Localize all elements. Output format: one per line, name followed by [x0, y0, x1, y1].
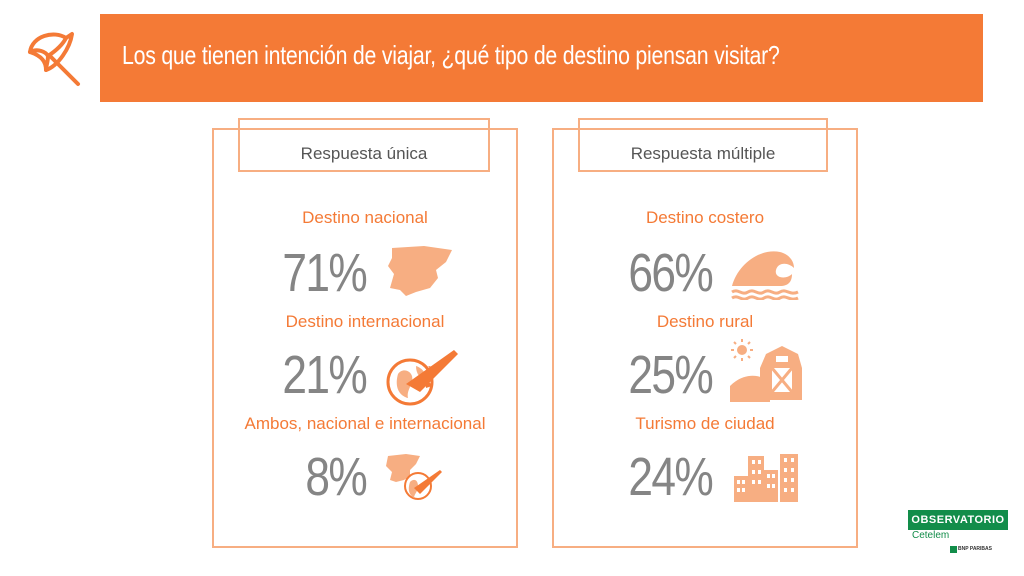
- spain-map-and-globe-icon: [386, 454, 442, 500]
- item-label: Ambos, nacional e internacional: [244, 414, 486, 433]
- panel-label: Respuesta única: [300, 144, 428, 163]
- header-bar: Los que tienen intención de viajar, ¿qué…: [100, 14, 983, 102]
- panel-label-deco: [238, 118, 490, 130]
- logo-sub: Cetelem: [912, 530, 950, 541]
- item-percent: 25%: [628, 345, 713, 405]
- umbrella-icon: [28, 32, 80, 86]
- item-percent: 66%: [628, 243, 713, 303]
- globe-plane-icon: [386, 350, 458, 406]
- item-percent: 71%: [282, 243, 367, 303]
- city-buildings-icon: [734, 454, 798, 502]
- item-percent: 21%: [282, 345, 367, 405]
- item-label: Destino internacional: [285, 312, 445, 331]
- item-turismo-ciudad: Turismo de ciudad 24%: [552, 414, 858, 514]
- item-label: Destino nacional: [302, 208, 428, 227]
- spain-map-icon: [388, 246, 452, 296]
- item-label: Destino rural: [656, 312, 754, 331]
- wave-icon: [731, 251, 799, 300]
- panel-label-deco: [578, 118, 828, 130]
- item-destino-costero: Destino costero 66%: [552, 208, 858, 308]
- logo-bank: BNP PARIBAS: [958, 546, 992, 552]
- bnp-mark-icon: [950, 546, 957, 553]
- item-ambos: Ambos, nacional e internacional 8%: [212, 414, 518, 514]
- panel-label-box: Respuesta múltiple: [578, 128, 828, 172]
- barn-sun-icon: [730, 339, 802, 402]
- item-label: Turismo de ciudad: [635, 414, 775, 433]
- item-destino-nacional: Destino nacional 71%: [212, 208, 518, 308]
- panel-label: Respuesta múltiple: [630, 144, 776, 163]
- item-destino-internacional: Destino internacional 21%: [212, 312, 518, 412]
- item-destino-rural: Destino rural 25%: [552, 312, 858, 412]
- logo-name: OBSERVATORIO: [908, 510, 1008, 530]
- item-percent: 24%: [628, 447, 713, 507]
- item-label: Destino costero: [645, 208, 765, 227]
- page-title: Los que tienen intención de viajar, ¿qué…: [122, 40, 780, 70]
- panel-label-box: Respuesta única: [238, 128, 490, 172]
- item-percent: 8%: [305, 447, 367, 507]
- observatorio-logo: OBSERVATORIO Cetelem BNP PARIBAS: [908, 510, 1008, 558]
